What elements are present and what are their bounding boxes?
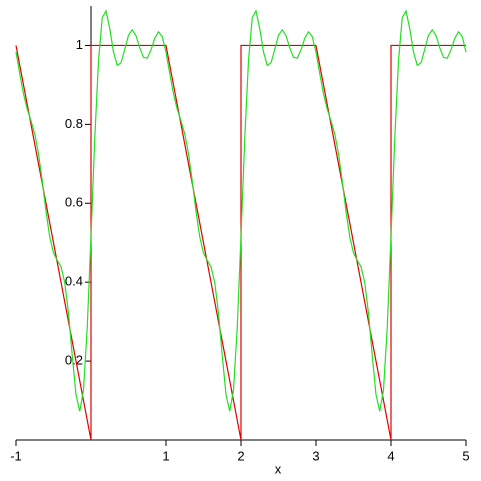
x-tick-label: 2 <box>237 448 244 463</box>
y-tick-label: 0.6 <box>65 195 83 210</box>
y-tick-label: 0.4 <box>65 274 83 289</box>
x-tick-label: 4 <box>387 448 394 463</box>
y-tick-label: 0.2 <box>65 353 83 368</box>
x-tick-label: 1 <box>162 448 169 463</box>
x-tick-label: 5 <box>462 448 469 463</box>
x-tick-label: -1 <box>10 448 22 463</box>
y-tick-label: 1 <box>76 37 83 52</box>
series-line <box>15 9 467 412</box>
x-axis-label: x <box>275 461 282 476</box>
x-tick-label: 3 <box>312 448 319 463</box>
y-tick-label: 0.8 <box>65 116 83 131</box>
